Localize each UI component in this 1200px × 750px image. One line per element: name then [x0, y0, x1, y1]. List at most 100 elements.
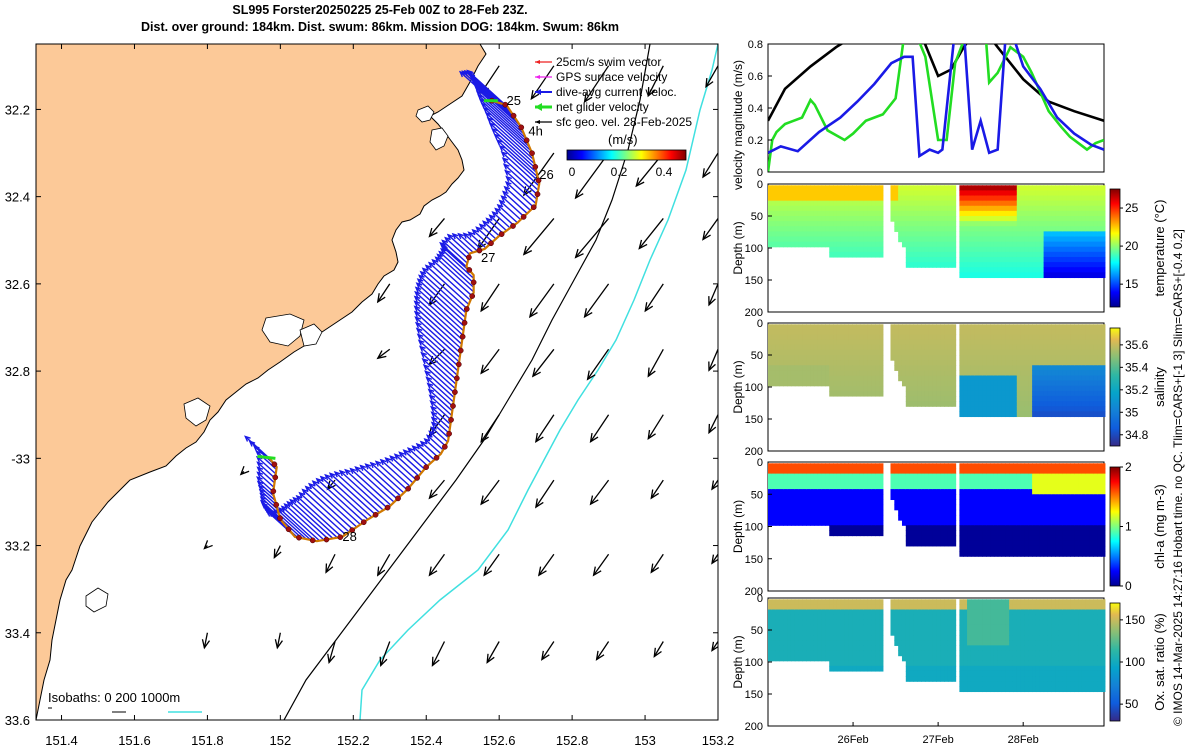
dive-current-arrow — [417, 339, 458, 376]
geo-velocity-arrow — [647, 348, 664, 378]
surfacing-dot — [466, 267, 473, 273]
dive-current-arrow — [482, 220, 500, 237]
colorbar-tick-label: 100 — [1125, 655, 1145, 669]
colorbar-tick-label: 2 — [1125, 460, 1132, 474]
map-xtick-label: 152.4 — [410, 733, 443, 748]
dive-current-arrow — [359, 464, 398, 500]
colorbar-unit-label: (m/s) — [608, 132, 638, 147]
section-ytick-label: 150 — [745, 414, 763, 426]
surfacing-dot — [523, 137, 530, 144]
geo-velocity-arrow — [583, 283, 610, 319]
map-xtick-label: 152 — [270, 733, 292, 748]
section-ytick-label: 0 — [757, 318, 763, 330]
colorbar-tick-label: 0 — [1125, 579, 1132, 593]
dive-current-arrow — [424, 370, 455, 399]
dive-current-arrow — [328, 472, 377, 516]
geo-velocity-arrow — [480, 414, 500, 444]
colorbar-label: chl-a (mg m-3) — [1152, 484, 1167, 569]
geo-velocity-arrow — [376, 283, 391, 304]
dive-current-arrow — [504, 169, 538, 200]
surfacing-dot — [423, 464, 429, 471]
surfacing-dot — [360, 519, 367, 526]
dive-current-arrow — [425, 376, 455, 403]
isobath-1000m — [359, 44, 718, 720]
dive-current-arrow — [425, 434, 444, 451]
dive-current-arrow — [416, 278, 466, 323]
dive-current-arrow — [414, 290, 464, 336]
map-legend: 25cm/s swim vector GPS surface velocity … — [535, 55, 692, 179]
dive-current-arrow — [256, 471, 275, 488]
surfacing-dot — [450, 403, 456, 409]
surfacing-dot — [502, 101, 509, 108]
net-velocity-segment — [257, 454, 276, 460]
dive-current-arrow — [431, 258, 473, 297]
surfacing-dot — [469, 293, 476, 299]
dive-current-arrow — [503, 185, 531, 211]
velocity-line — [768, 44, 1104, 159]
dive-current-arrow — [430, 426, 448, 443]
dive-current-arrow — [430, 405, 451, 425]
section-panel-salinity: 0 50 100 150 200 Depth (m) 35.6 35.4 35.2 35 34.8 s… — [731, 318, 1167, 458]
section-ytick-label: 150 — [745, 275, 763, 287]
geo-velocity-arrow — [203, 540, 213, 550]
colorbar-tick-label: 15 — [1125, 277, 1139, 291]
surfacing-dot — [455, 361, 462, 368]
map-axis-ticks: 151.4 151.6 151.8 152 152.2 152.4 152.6 152.8 15… — [5, 44, 734, 748]
section-ytick-label: 200 — [745, 721, 763, 733]
dive-current-arrow — [415, 442, 435, 461]
surfacing-dot — [270, 488, 277, 495]
geo-velocity-arrow — [708, 349, 718, 372]
colorbar-tick-label: 35.6 — [1125, 338, 1149, 352]
dive-current-vectors — [244, 69, 540, 542]
geo-velocity-arrow — [428, 218, 445, 238]
section-ytick-label: 200 — [745, 307, 763, 319]
velocity-ylabel: velocity magnitude (m/s) — [731, 60, 745, 190]
geo-velocity-arrow — [530, 65, 555, 101]
section-ytick-label: 100 — [745, 243, 763, 255]
geo-velocity-arrow — [650, 553, 664, 574]
geo-velocity-arrow — [589, 414, 610, 444]
surfacing-dot — [271, 461, 278, 468]
section-ytick-label: 150 — [745, 689, 763, 701]
section-panel-temperature: 0 50 100 150 200 Depth (m) 25 20 15 temperature (… — [731, 179, 1167, 319]
dive-current-arrow — [430, 411, 451, 430]
dive-current-arrow — [496, 139, 539, 178]
dive-current-arrow — [244, 435, 271, 460]
surfacing-dot — [510, 112, 517, 119]
map-xtick-label: 151.6 — [118, 733, 151, 748]
geo-velocity-arrow — [201, 632, 211, 650]
velocity-panel: 0 0.2 0.4 0.6 0.8 velocity magnitude (m/s) — [731, 39, 1105, 190]
geo-velocity-arrow — [480, 283, 500, 313]
dive-current-arrow — [498, 144, 540, 182]
map-ytick-label: 32.8 — [5, 364, 30, 379]
surfacing-dot — [337, 534, 344, 541]
dive-current-arrow — [319, 475, 369, 520]
dive-current-arrow — [256, 466, 275, 484]
dive-current-arrow — [421, 267, 468, 310]
map-ytick-label: 33.2 — [5, 539, 30, 554]
geo-velocity-arrow — [708, 414, 718, 435]
dive-current-arrow — [307, 482, 358, 528]
section-ytick-label: 100 — [745, 522, 763, 534]
dive-current-arrow — [344, 468, 388, 509]
velocity-line — [768, 44, 1104, 172]
map-xtick-label: 153 — [634, 733, 656, 748]
dive-current-arrow — [478, 223, 497, 240]
dive-current-arrow — [389, 455, 417, 480]
dive-current-arrow — [498, 199, 522, 221]
dive-current-arrow — [419, 440, 439, 458]
surfacing-dot — [457, 347, 464, 354]
section-ytick-label: 100 — [745, 657, 763, 669]
surfacing-dot — [309, 537, 316, 544]
dive-current-arrow — [374, 460, 408, 491]
surfacing-dot — [323, 536, 330, 543]
section-ytick-label: 0 — [757, 457, 763, 469]
colorbar-tick-label: 20 — [1125, 239, 1139, 253]
dive-current-arrow — [491, 211, 511, 229]
colorbar-tick-label: 35.4 — [1125, 360, 1149, 374]
day-label: 28 — [342, 529, 356, 544]
geo-velocity-arrow — [711, 641, 718, 652]
geo-velocity-arrow — [428, 479, 445, 500]
surfacing-dot — [285, 526, 292, 533]
surfacing-dot — [453, 375, 460, 382]
